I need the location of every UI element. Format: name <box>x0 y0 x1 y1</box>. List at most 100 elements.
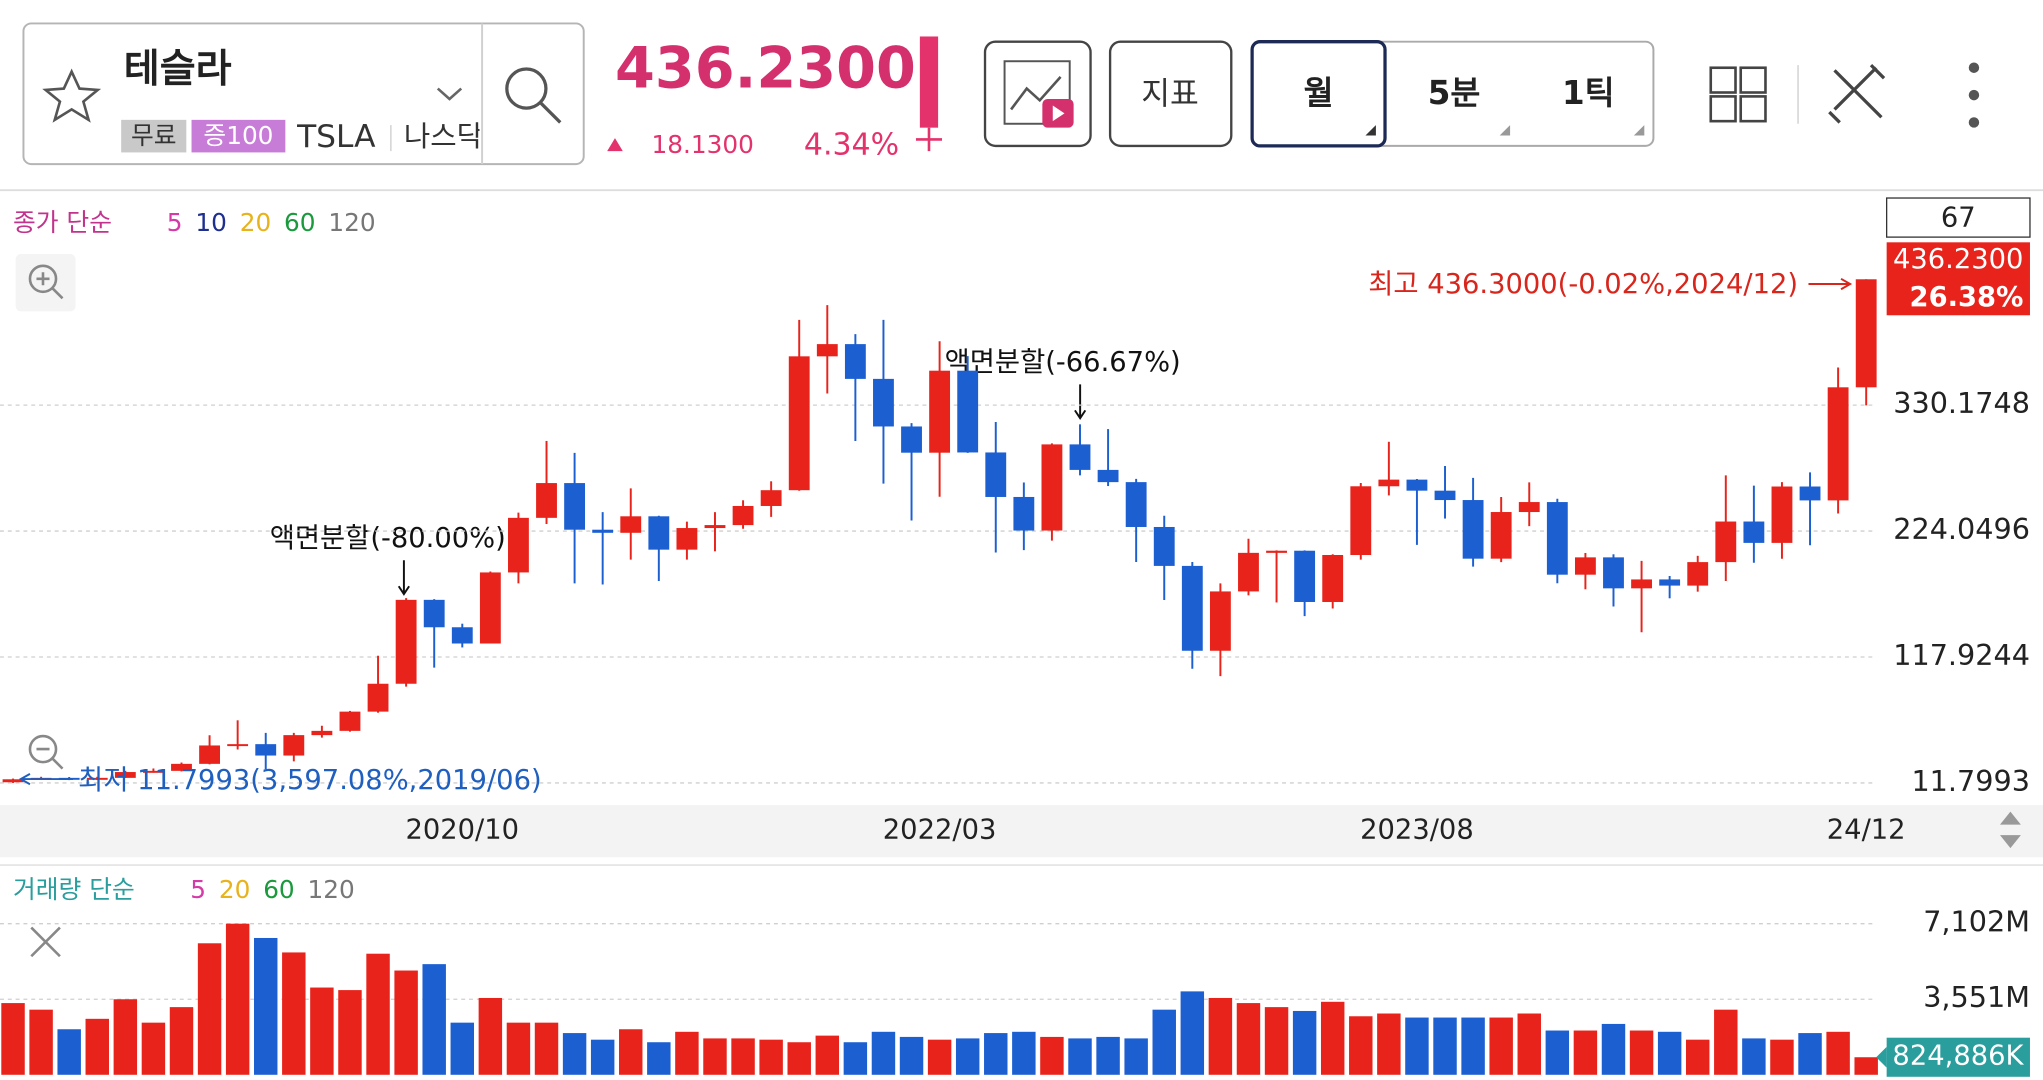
volume-bar <box>787 1042 811 1075</box>
volume-bar <box>1377 1013 1401 1075</box>
ma-legend: 120 <box>307 875 354 904</box>
price-change: 18.1300 <box>651 130 753 159</box>
note-arrow <box>18 772 73 786</box>
candle-body <box>1462 500 1484 559</box>
badge-text: 증100 <box>203 121 273 150</box>
low-note: 최저 11.7993(3,597.08%,2019/06) <box>78 765 541 796</box>
candle-body <box>788 356 810 491</box>
dropdown-chevron[interactable] <box>436 87 463 101</box>
candle-body <box>1209 591 1231 651</box>
candle-body <box>536 483 557 518</box>
symbol-selector[interactable]: 테슬라 무료 증100 TSLA 나스닥 <box>22 22 585 166</box>
volume-bar <box>1742 1038 1766 1075</box>
volume-bar <box>422 964 446 1075</box>
period-label: 월 <box>1304 74 1334 112</box>
candle-body <box>1799 486 1821 501</box>
volume-bar <box>1124 1038 1148 1075</box>
indicator-button[interactable]: 지표 <box>1108 40 1233 148</box>
volume-bar <box>955 1038 980 1075</box>
ma-legend: 5 <box>167 208 183 237</box>
candle-body <box>648 516 670 550</box>
candle-body <box>227 744 249 747</box>
volume-bar <box>1068 1038 1092 1075</box>
x-tick-label: 2022/03 <box>883 815 997 846</box>
period-label: 1틱 <box>1562 74 1615 112</box>
layout-button[interactable] <box>1709 66 1767 123</box>
volume-bar <box>113 999 138 1075</box>
x-tick-label: 2023/08 <box>1360 815 1474 846</box>
chart-type-button[interactable] <box>983 40 1092 148</box>
volume-bar <box>478 997 503 1075</box>
volume-bar <box>1405 1017 1429 1075</box>
volume-bar <box>843 1042 868 1075</box>
badge <box>191 119 286 153</box>
settings-button[interactable] <box>1828 63 1886 124</box>
bar-count: 67 <box>1941 202 1976 233</box>
ma-legend: 20 <box>240 208 272 237</box>
candle-body <box>929 370 951 453</box>
candle-body <box>732 505 754 526</box>
ma-legend: 60 <box>263 875 295 904</box>
close-pane[interactable] <box>30 926 61 958</box>
last-change: 26.38% <box>1910 282 2024 313</box>
y-tick-label: 3,551M <box>1923 980 2030 1014</box>
candle-body <box>1125 482 1147 527</box>
candle-body <box>1406 479 1428 491</box>
candle-body <box>1574 557 1596 575</box>
volume-bar <box>394 970 418 1075</box>
candle-body <box>1771 486 1793 543</box>
volume-bar <box>1264 1007 1289 1075</box>
volume-bar <box>310 987 334 1075</box>
candle-body <box>1322 554 1344 602</box>
volume-bar <box>197 943 222 1075</box>
candle-body <box>1350 486 1372 555</box>
candle-body <box>1013 496 1035 531</box>
candle-body <box>199 745 221 764</box>
zoom-in[interactable] <box>15 254 76 312</box>
candle-body <box>508 517 529 573</box>
candle-body <box>367 683 389 712</box>
volume-bar <box>1517 1013 1541 1075</box>
candle-body <box>1041 444 1063 531</box>
ma-legend: 10 <box>195 208 227 237</box>
volume-bar <box>871 1031 896 1075</box>
favorite-star[interactable] <box>42 68 102 123</box>
candle-body <box>1855 279 1877 388</box>
volume-bar <box>169 1007 194 1075</box>
more-button[interactable] <box>1968 62 1980 128</box>
volume-bar <box>1489 1017 1513 1075</box>
bar-count-box <box>1885 197 2031 238</box>
candle-body <box>114 772 136 778</box>
candle-body <box>1715 521 1737 563</box>
candle-body <box>395 599 417 684</box>
candle-body <box>1434 490 1456 501</box>
candle-body <box>1490 512 1512 559</box>
volume-bar <box>1433 1017 1457 1075</box>
last-price-box <box>1886 242 2030 316</box>
search-button[interactable] <box>505 67 562 124</box>
volume-bar <box>1685 1039 1710 1075</box>
volume-bar <box>927 1039 952 1075</box>
period-label: 5분 <box>1428 74 1481 112</box>
volume-bar <box>703 1038 727 1075</box>
candle-body <box>1153 526 1175 566</box>
volume-bar <box>1657 1031 1682 1075</box>
scroll-arrows[interactable] <box>2000 811 2021 849</box>
period-selected <box>1250 40 1387 148</box>
button-label: 지표 <box>1141 76 1199 112</box>
volume-bar <box>1096 1036 1120 1075</box>
volume-bar <box>1320 1001 1345 1075</box>
candle-body <box>844 344 866 379</box>
volume-bar <box>1180 991 1205 1075</box>
value-label-box <box>1886 1037 2030 1077</box>
high-note: 최고 436.3000(-0.02%,2024/12) <box>1368 269 1798 300</box>
candle-body <box>676 528 698 550</box>
volume-bar <box>1770 1039 1794 1075</box>
note-arrow <box>1074 384 1087 420</box>
candle-body <box>1238 552 1259 592</box>
volume-bar <box>590 1039 615 1075</box>
candle-body <box>1097 469 1119 483</box>
volume-bar <box>366 953 390 1075</box>
zoom-out[interactable] <box>28 734 64 770</box>
